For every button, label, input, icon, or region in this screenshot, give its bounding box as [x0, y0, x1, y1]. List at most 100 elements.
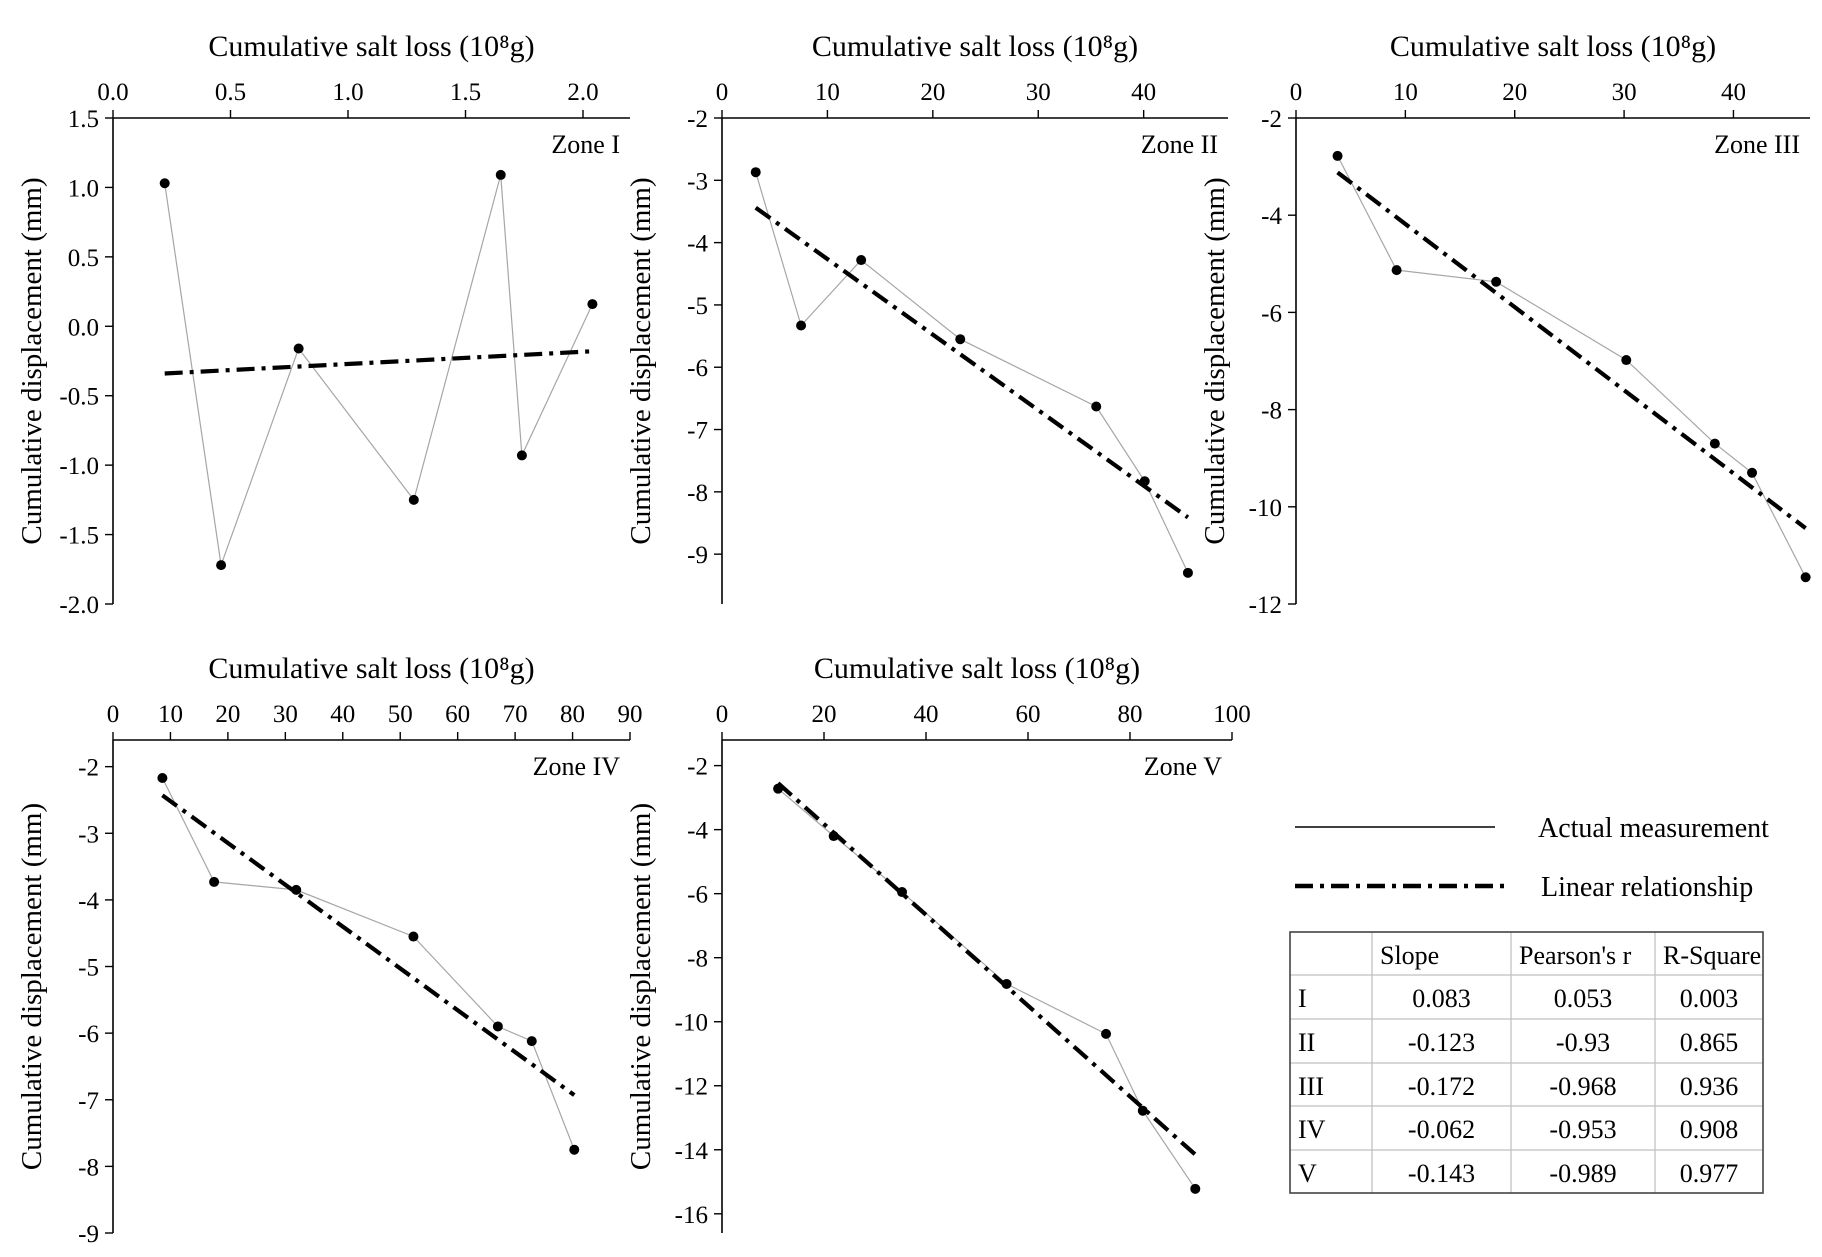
y-tick-label: -4 — [1261, 203, 1282, 230]
data-point — [796, 320, 807, 331]
table-header-cell: Pearson's r — [1519, 941, 1632, 970]
data-point — [495, 169, 506, 180]
x-tick-label: 10 — [158, 701, 183, 728]
y-tick-label: -0.5 — [59, 384, 99, 411]
measurement-line — [755, 172, 1189, 574]
data-point — [1091, 401, 1102, 412]
x-tick-label: 1.5 — [450, 79, 481, 106]
data-point — [1747, 467, 1758, 478]
y-tick-label: 1.0 — [68, 175, 99, 202]
y-tick-label: -8 — [687, 946, 708, 973]
chart-panels: 0.0 0.5 1.0 1.5 2.0 1.5 1.0 0.5 0.0 -0.5 -1.0 -1.5 -… — [16, 30, 1811, 1248]
y-axis-title: Cumulative displacement (mm) — [625, 177, 657, 544]
x-axis-title: Cumulative salt loss (10⁸g) — [812, 30, 1138, 63]
data-point — [408, 931, 419, 942]
y-tick-label: -6 — [687, 355, 708, 382]
zone-label: Zone V — [1144, 752, 1222, 781]
zone-label: Zone III — [1714, 130, 1800, 159]
linear-fit-line — [776, 781, 1197, 1157]
y-axis-title: Cumulative displacement (mm) — [1199, 177, 1231, 544]
y-tick-label: -10 — [675, 1010, 708, 1037]
zone-label: Zone IV — [533, 752, 621, 781]
table-row-label: III — [1298, 1072, 1324, 1101]
x-tick-label: 60 — [445, 701, 470, 728]
x-tick-label: 0.0 — [97, 79, 128, 106]
x-tick-label: 0 — [716, 701, 729, 728]
data-point — [516, 450, 527, 461]
chart-panel-1: 0.0 0.5 1.0 1.5 2.0 1.5 1.0 0.5 0.0 -0.5 -1.0 -1.5 -… — [16, 30, 630, 619]
table-header-cell: Slope — [1380, 941, 1439, 970]
chart-panel-2: 0 10 20 30 40 -2 -3 -4 -5 -6 -7 -8 -9 Cumulative salt… — [625, 30, 1228, 604]
table-cell: -0.143 — [1408, 1159, 1475, 1188]
data-point — [526, 1036, 537, 1047]
x-tick-label: 40 — [1131, 79, 1156, 106]
table-cell: -0.989 — [1549, 1159, 1616, 1188]
x-tick-label: 0 — [1290, 79, 1303, 106]
table-row-label: II — [1298, 1028, 1315, 1057]
data-point — [856, 255, 867, 266]
data-point — [1139, 476, 1150, 487]
y-tick-label: -6 — [78, 1021, 99, 1048]
x-tick-label: 0.5 — [215, 79, 246, 106]
x-tick-label: 30 — [1612, 79, 1637, 106]
y-tick-label: -2 — [78, 755, 99, 782]
x-tick-label: 30 — [1026, 79, 1051, 106]
table-cell: 0.865 — [1680, 1028, 1739, 1057]
table-cell: -0.062 — [1408, 1115, 1475, 1144]
y-tick-label: -12 — [675, 1074, 708, 1101]
y-tick-label: -4 — [687, 818, 708, 845]
y-tick-label: -6 — [1261, 300, 1282, 327]
data-point — [897, 887, 908, 898]
data-point — [750, 167, 761, 178]
y-tick-label: -9 — [78, 1221, 99, 1248]
data-point — [1182, 567, 1193, 578]
y-tick-label: 1.5 — [68, 106, 99, 133]
data-point — [1332, 150, 1343, 161]
table-header-cell: R-Square — [1663, 941, 1761, 970]
y-tick-label: -1.0 — [59, 453, 99, 480]
y-tick-label: -7 — [78, 1088, 99, 1115]
table-cell: 0.003 — [1680, 984, 1739, 1013]
data-point — [157, 772, 168, 783]
data-point — [293, 343, 304, 354]
linear-fit-line — [161, 793, 576, 1097]
x-tick-label: 100 — [1213, 701, 1251, 728]
x-tick-label: 20 — [920, 79, 945, 106]
y-tick-label: -8 — [687, 480, 708, 507]
y-tick-label: -2 — [687, 754, 708, 781]
data-point — [569, 1144, 580, 1155]
data-point — [1491, 276, 1502, 287]
x-axis-title: Cumulative salt loss (10⁸g) — [208, 30, 534, 63]
x-tick-label: 20 — [1502, 79, 1527, 106]
x-tick-label: 90 — [618, 701, 643, 728]
data-point — [1709, 438, 1720, 449]
chart-panel-4: 0 10 20 30 40 50 60 70 80 90 -2 -3 -4 -5 -6 -7 -8 -9 Cumul… — [16, 652, 643, 1248]
data-point — [159, 178, 170, 189]
x-tick-label: 80 — [560, 701, 585, 728]
y-tick-label: -5 — [687, 293, 708, 320]
x-axis-title: Cumulative salt loss (10⁸g) — [208, 652, 534, 685]
measurement-line — [161, 777, 575, 1150]
table-cell: 0.977 — [1680, 1159, 1739, 1188]
x-tick-label: 40 — [914, 701, 939, 728]
legend: Actual measurement Linear relationship — [1295, 813, 1769, 903]
x-tick-label: 2.0 — [567, 79, 598, 106]
table-row-label: I — [1298, 984, 1307, 1013]
y-tick-label: -8 — [78, 1154, 99, 1181]
linear-fit-line — [754, 206, 1190, 520]
x-tick-label: 0 — [716, 79, 729, 106]
x-tick-label: 1.0 — [332, 79, 363, 106]
data-point — [1137, 1105, 1148, 1116]
y-tick-label: -1.5 — [59, 523, 99, 550]
data-point — [773, 783, 784, 794]
table-cell: -0.172 — [1408, 1072, 1475, 1101]
y-tick-label: 0.0 — [68, 314, 99, 341]
data-point — [1621, 355, 1632, 366]
data-point — [1101, 1028, 1112, 1039]
table-row-label: IV — [1298, 1115, 1326, 1144]
linear-fit-line — [164, 349, 593, 376]
x-tick-label: 80 — [1118, 701, 1143, 728]
y-tick-label: -2 — [687, 106, 708, 133]
table-row-label: V — [1298, 1159, 1317, 1188]
